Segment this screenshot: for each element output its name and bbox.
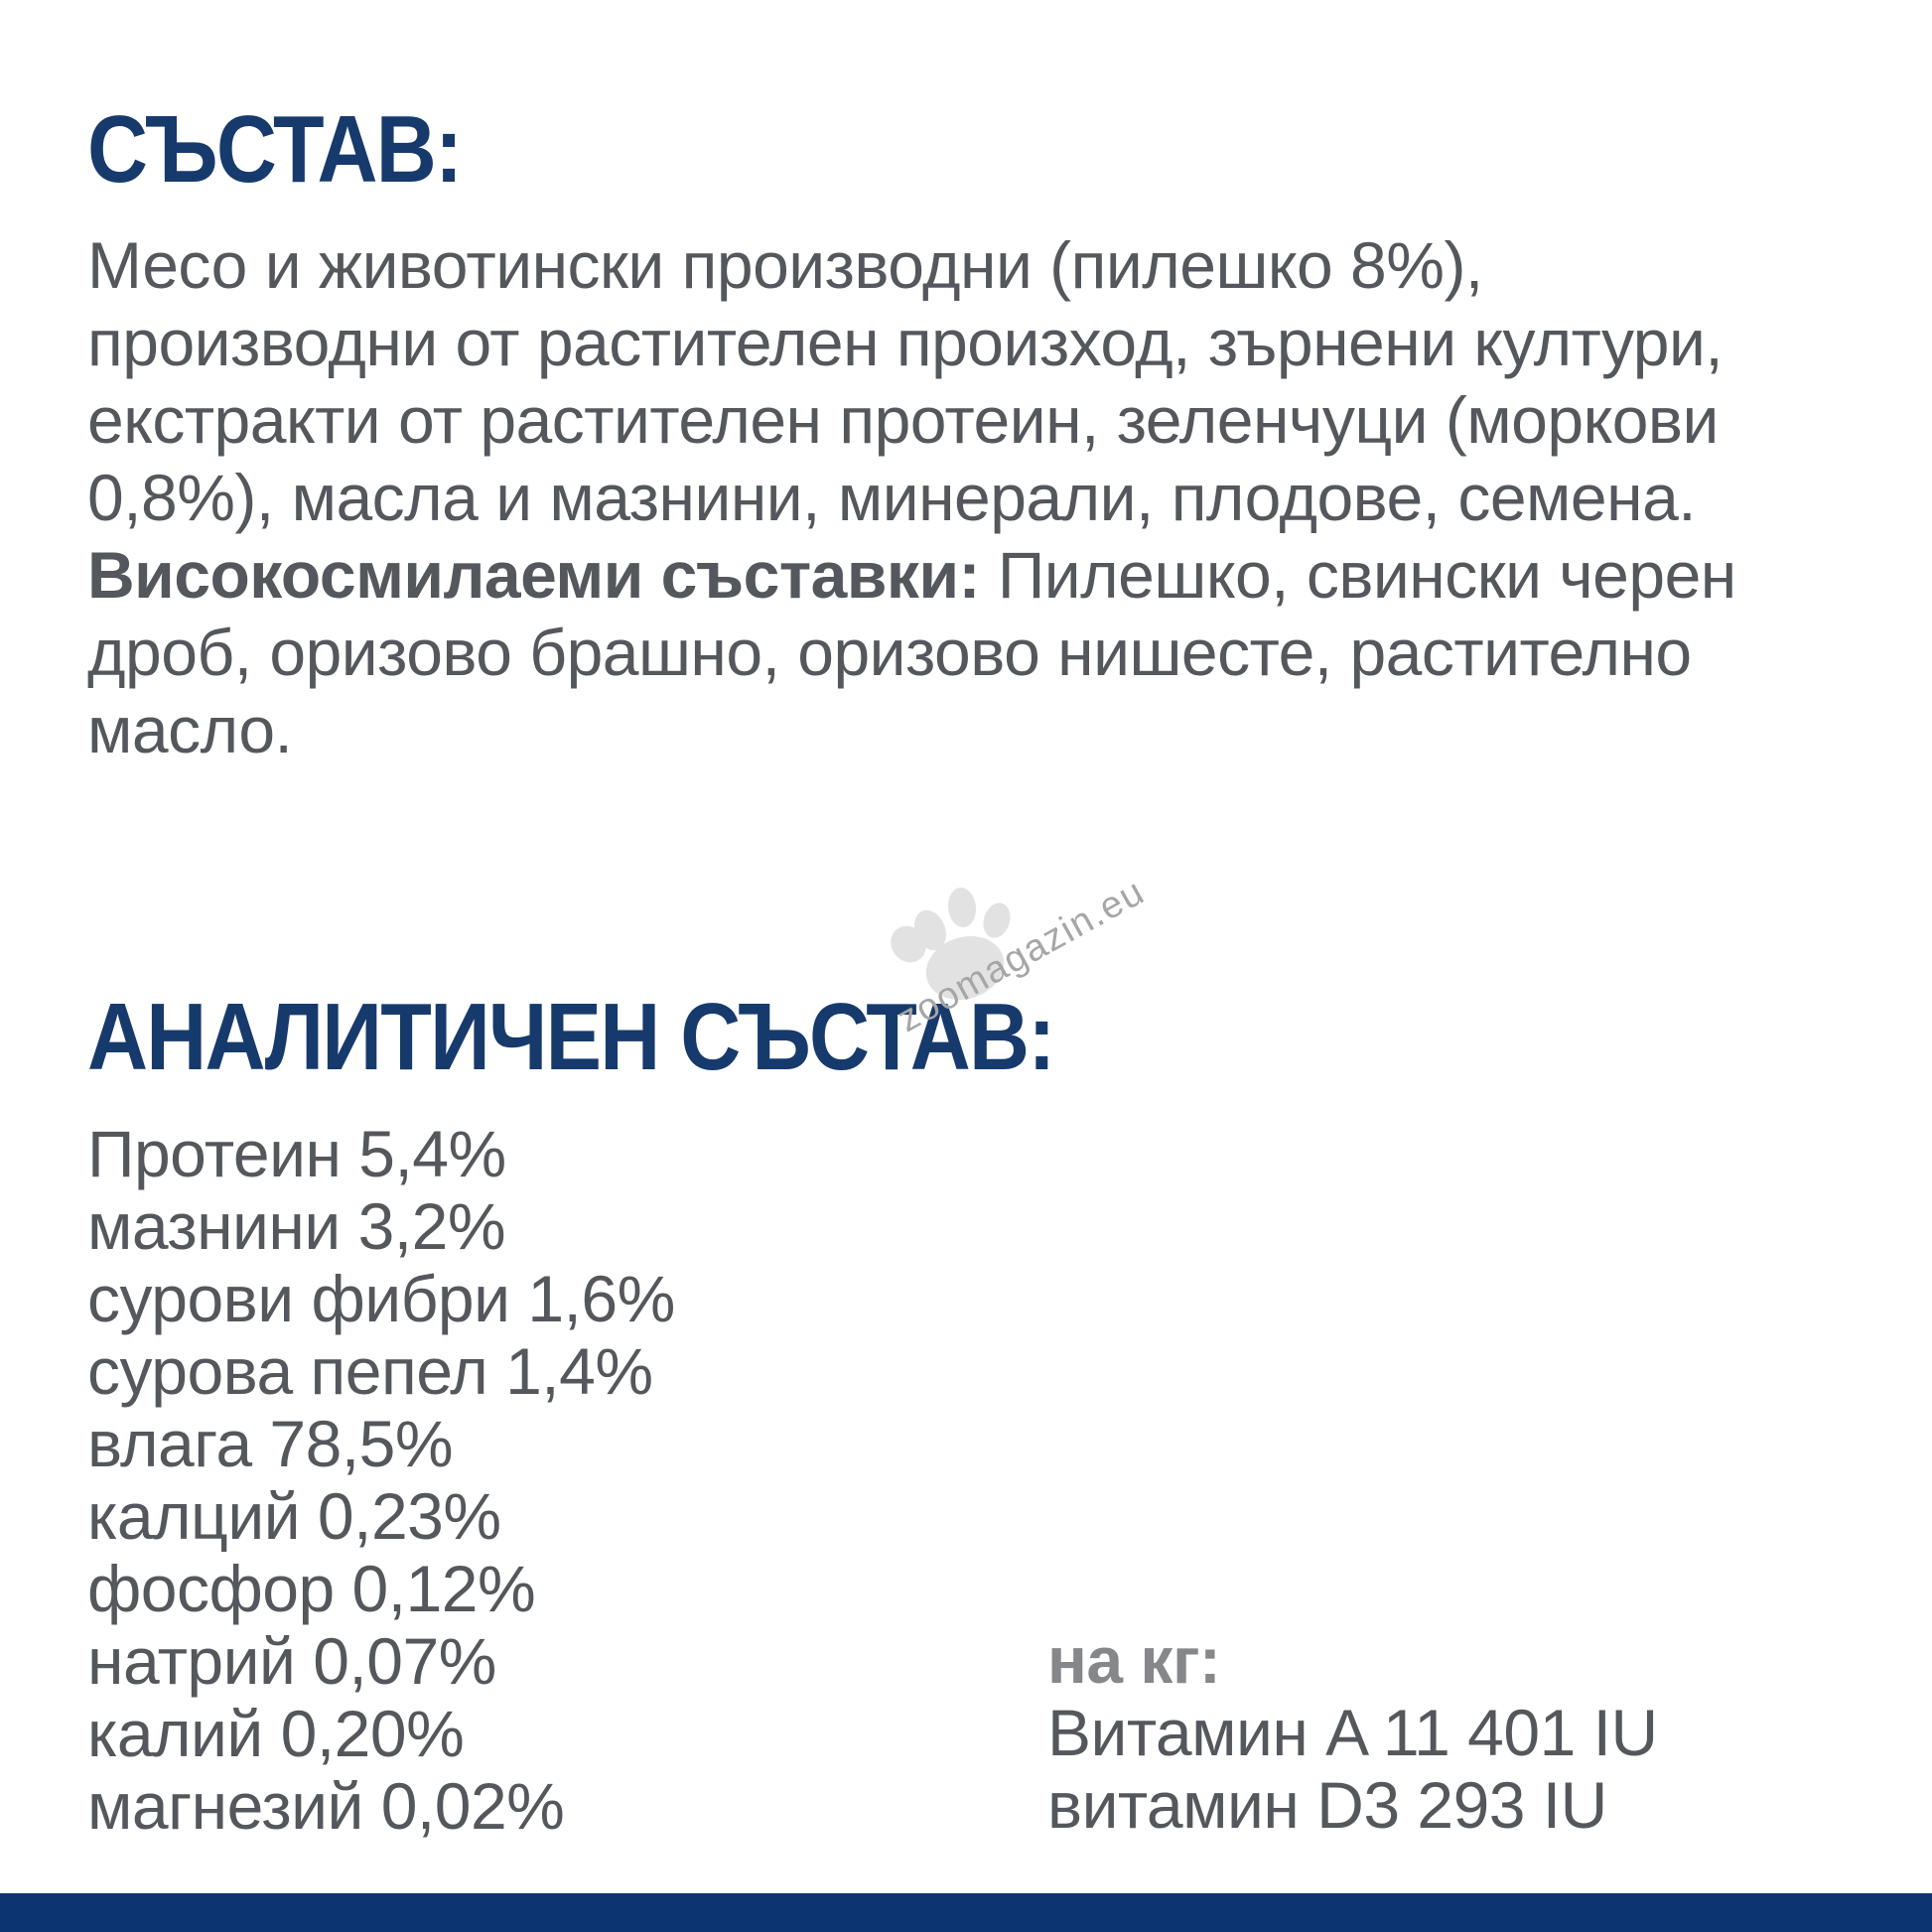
analytical-item: Протеин 5,4% xyxy=(87,1117,506,1190)
composition-line: 0,8%), масла и мазнини, минерали, плодов… xyxy=(87,461,1697,534)
analytical-list: Протеин 5,4% мазнини 3,2% сурови фибри 1,6… xyxy=(87,1118,675,1843)
composition-line: Месо и животински производни (пилешко 8%… xyxy=(87,228,1483,302)
bottom-bar xyxy=(0,1893,1932,1932)
per-kg-label: на кг: xyxy=(1047,1623,1221,1697)
analytical-item: влага 78,5% xyxy=(87,1407,454,1480)
per-kg-block: на кг: Витамин A 11 401 IU витамин D3 293… xyxy=(1047,1624,1658,1842)
analytical-item: калций 0,23% xyxy=(87,1479,501,1553)
composition-paragraph: Месо и животински производни (пилешко 8%… xyxy=(87,226,1736,768)
composition-line: Високосмилаеми съставки: Пилешко, свинск… xyxy=(87,538,1736,612)
analytical-item: фосфор 0,12% xyxy=(87,1552,536,1625)
composition-line: масло. xyxy=(87,693,293,766)
composition-bold-label: Високосмилаеми съставки: xyxy=(87,538,981,612)
analytical-item: сурова пепел 1,4% xyxy=(87,1334,653,1408)
composition-line: екстракти от растителен протеин, зеленчу… xyxy=(87,383,1719,457)
per-kg-line: Витамин A 11 401 IU xyxy=(1047,1696,1658,1769)
composition-heading: СЪСТАВ: xyxy=(87,96,463,203)
analytical-heading: АНАЛИТИЧЕН СЪСТАВ: xyxy=(87,984,1055,1090)
analytical-item: калий 0,20% xyxy=(87,1697,465,1770)
analytical-item: магнезий 0,02% xyxy=(87,1769,565,1843)
per-kg-line: витамин D3 293 IU xyxy=(1047,1768,1607,1842)
composition-line: производни от растителен произход, зърне… xyxy=(87,306,1724,379)
analytical-item: натрий 0,07% xyxy=(87,1624,496,1698)
composition-line: дроб, оризово брашно, оризово нишесте, р… xyxy=(87,616,1692,689)
analytical-item: мазнини 3,2% xyxy=(87,1189,506,1263)
analytical-item: сурови фибри 1,6% xyxy=(87,1262,675,1335)
